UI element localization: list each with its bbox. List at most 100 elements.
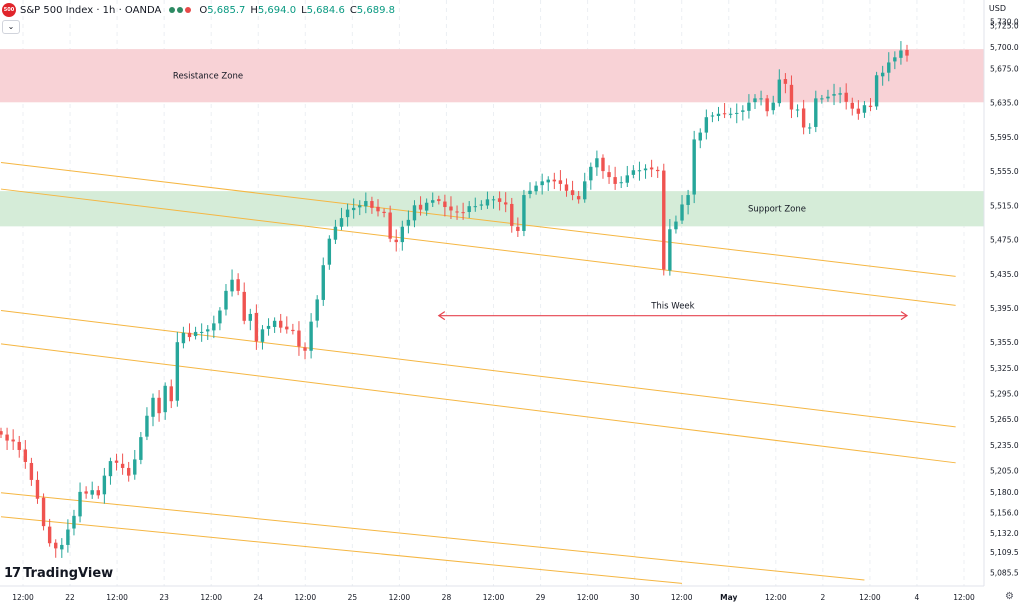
candle[interactable] <box>169 379 173 409</box>
candle[interactable] <box>181 326 186 349</box>
candle[interactable] <box>716 106 721 122</box>
candle[interactable] <box>17 435 21 458</box>
candle[interactable] <box>66 519 70 553</box>
candle[interactable] <box>467 201 471 218</box>
channel-trend-line[interactable] <box>0 310 956 428</box>
candle[interactable] <box>199 323 204 342</box>
candle[interactable] <box>491 195 496 209</box>
candle[interactable] <box>443 194 447 217</box>
candle[interactable] <box>619 176 623 189</box>
candle[interactable] <box>838 87 842 104</box>
candle[interactable] <box>297 321 301 356</box>
candle[interactable] <box>576 190 581 204</box>
channel-trend-line[interactable] <box>0 492 865 581</box>
candle[interactable] <box>455 205 459 220</box>
candle[interactable] <box>102 467 107 504</box>
candle[interactable] <box>303 342 307 360</box>
candle[interactable] <box>327 235 332 270</box>
candle[interactable] <box>558 170 563 191</box>
candle[interactable] <box>84 486 88 499</box>
channel-trend-line[interactable] <box>0 516 683 584</box>
candle[interactable] <box>528 182 532 199</box>
candle[interactable] <box>78 482 82 523</box>
candle[interactable] <box>315 295 319 328</box>
candle[interactable] <box>765 94 769 117</box>
market-status-icon[interactable] <box>169 7 192 13</box>
candle[interactable] <box>631 165 636 179</box>
candle[interactable] <box>862 100 867 118</box>
candle[interactable] <box>321 257 325 306</box>
candle[interactable] <box>212 315 216 339</box>
candle[interactable] <box>546 176 550 191</box>
candle[interactable] <box>345 203 350 227</box>
candle[interactable] <box>607 165 611 184</box>
candle[interactable] <box>485 191 490 209</box>
candle[interactable] <box>351 198 356 219</box>
candle[interactable] <box>844 83 848 110</box>
candle[interactable] <box>795 104 800 118</box>
candle[interactable] <box>90 481 94 499</box>
candle[interactable] <box>163 382 167 420</box>
candle[interactable] <box>35 471 40 504</box>
channel-trend-line[interactable] <box>0 343 956 464</box>
candle[interactable] <box>108 457 113 485</box>
candle[interactable] <box>820 94 824 104</box>
candle[interactable] <box>424 198 429 216</box>
candle[interactable] <box>412 200 417 228</box>
candle[interactable] <box>96 485 100 499</box>
channel-trend-line[interactable] <box>0 162 956 277</box>
candle[interactable] <box>662 163 666 276</box>
candle[interactable] <box>394 229 398 252</box>
candle[interactable] <box>540 173 544 195</box>
candle[interactable] <box>291 323 295 335</box>
candle[interactable] <box>11 429 15 450</box>
candle[interactable] <box>692 130 696 204</box>
candle[interactable] <box>552 172 557 190</box>
candle[interactable] <box>418 196 423 216</box>
candle[interactable] <box>868 98 873 112</box>
candle[interactable] <box>534 181 538 195</box>
candle[interactable] <box>218 307 222 331</box>
candle[interactable] <box>382 208 386 218</box>
candle[interactable] <box>126 461 131 482</box>
candle[interactable] <box>437 195 441 205</box>
candle[interactable] <box>230 269 234 297</box>
candle[interactable] <box>120 453 125 475</box>
candle[interactable] <box>899 41 903 65</box>
candle[interactable] <box>503 192 508 213</box>
candle[interactable] <box>285 316 289 334</box>
candle[interactable] <box>175 331 180 407</box>
candle[interactable] <box>680 195 684 224</box>
candle[interactable] <box>686 189 690 215</box>
candle[interactable] <box>522 189 526 237</box>
candle[interactable] <box>808 123 812 134</box>
candle[interactable] <box>801 99 806 135</box>
candle[interactable] <box>260 325 265 350</box>
candle[interactable] <box>431 192 435 208</box>
candle[interactable] <box>613 166 617 190</box>
candle[interactable] <box>266 318 271 336</box>
candle[interactable] <box>722 102 727 119</box>
candle[interactable] <box>23 440 28 469</box>
candle[interactable] <box>400 220 405 251</box>
candle[interactable] <box>771 95 775 115</box>
candle[interactable] <box>905 44 909 62</box>
candle[interactable] <box>570 180 575 201</box>
candle[interactable] <box>187 323 192 342</box>
candle[interactable] <box>157 390 161 422</box>
candle[interactable] <box>698 128 702 149</box>
candle[interactable] <box>364 192 368 214</box>
candle[interactable] <box>406 210 411 234</box>
candle[interactable] <box>5 427 9 450</box>
candle[interactable] <box>388 205 392 243</box>
candle[interactable] <box>880 65 885 86</box>
candle[interactable] <box>242 282 246 325</box>
candle[interactable] <box>0 427 3 439</box>
candle[interactable] <box>254 304 259 350</box>
candle[interactable] <box>449 196 453 220</box>
candle[interactable] <box>589 162 593 190</box>
candle[interactable] <box>753 94 757 109</box>
candle[interactable] <box>236 273 240 296</box>
